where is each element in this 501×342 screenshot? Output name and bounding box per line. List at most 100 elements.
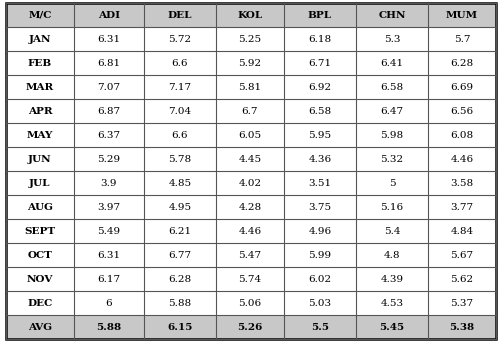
Text: 6.41: 6.41 [380, 58, 403, 67]
Text: 6.05: 6.05 [238, 131, 261, 140]
Bar [6, 51, 74, 75]
Bar [355, 315, 427, 339]
Text: 6.28: 6.28 [449, 58, 472, 67]
Bar [284, 3, 355, 27]
Text: 5.49: 5.49 [97, 226, 120, 236]
Bar [215, 99, 284, 123]
Text: 4.45: 4.45 [238, 155, 261, 163]
Bar [427, 243, 495, 267]
Bar [215, 123, 284, 147]
Bar [6, 99, 74, 123]
Bar [144, 51, 215, 75]
Bar [355, 51, 427, 75]
Bar [6, 219, 74, 243]
Text: 3.58: 3.58 [449, 179, 472, 187]
Bar [144, 243, 215, 267]
Bar [144, 219, 215, 243]
Bar [215, 51, 284, 75]
Bar [74, 315, 144, 339]
Text: 6.71: 6.71 [308, 58, 331, 67]
Bar [427, 147, 495, 171]
Bar [355, 147, 427, 171]
Bar [215, 171, 284, 195]
Text: MAY: MAY [27, 131, 53, 140]
Text: 5.88: 5.88 [168, 299, 191, 307]
Bar [144, 27, 215, 51]
Text: 4.95: 4.95 [168, 202, 191, 211]
Text: 4.46: 4.46 [238, 226, 261, 236]
Bar [74, 171, 144, 195]
Text: 6.6: 6.6 [171, 131, 188, 140]
Text: ADI: ADI [98, 11, 120, 19]
Text: JAN: JAN [29, 35, 51, 43]
Bar [355, 243, 427, 267]
Bar [6, 147, 74, 171]
Text: 4.53: 4.53 [380, 299, 403, 307]
Text: 5.06: 5.06 [238, 299, 261, 307]
Text: 4.39: 4.39 [380, 275, 403, 284]
Text: NOV: NOV [27, 275, 53, 284]
Bar [427, 219, 495, 243]
Text: 7.04: 7.04 [168, 106, 191, 116]
Bar [284, 123, 355, 147]
Text: 6.56: 6.56 [449, 106, 472, 116]
Bar [284, 147, 355, 171]
Text: 6.87: 6.87 [97, 106, 120, 116]
Bar [215, 315, 284, 339]
Bar [215, 147, 284, 171]
Bar [144, 99, 215, 123]
Bar [74, 219, 144, 243]
Text: 3.77: 3.77 [449, 202, 472, 211]
Text: 6.81: 6.81 [97, 58, 120, 67]
Bar [144, 3, 215, 27]
Bar [355, 195, 427, 219]
Bar [74, 75, 144, 99]
Text: 5.29: 5.29 [97, 155, 120, 163]
Text: 6: 6 [106, 299, 112, 307]
Text: 5.62: 5.62 [449, 275, 472, 284]
Bar [427, 123, 495, 147]
Text: 6.08: 6.08 [449, 131, 472, 140]
Text: 5.32: 5.32 [380, 155, 403, 163]
Bar [427, 315, 495, 339]
Bar [427, 75, 495, 99]
Bar [6, 243, 74, 267]
Bar [74, 291, 144, 315]
Text: 5.03: 5.03 [308, 299, 331, 307]
Text: 6.28: 6.28 [168, 275, 191, 284]
Bar [144, 315, 215, 339]
Text: AUG: AUG [27, 202, 53, 211]
Text: 5: 5 [388, 179, 394, 187]
Text: 4.8: 4.8 [383, 250, 399, 260]
Text: 4.46: 4.46 [449, 155, 472, 163]
Bar [74, 243, 144, 267]
Text: 5.78: 5.78 [168, 155, 191, 163]
Text: DEL: DEL [167, 11, 192, 19]
Bar [144, 123, 215, 147]
Bar [74, 195, 144, 219]
Bar [427, 195, 495, 219]
Bar [6, 315, 74, 339]
Text: 5.45: 5.45 [379, 323, 404, 331]
Text: 5.4: 5.4 [383, 226, 399, 236]
Bar [144, 147, 215, 171]
Text: 4.02: 4.02 [238, 179, 261, 187]
Bar [6, 291, 74, 315]
Text: DEC: DEC [28, 299, 53, 307]
Bar [427, 171, 495, 195]
Bar [215, 291, 284, 315]
Bar [215, 243, 284, 267]
Text: 5.98: 5.98 [380, 131, 403, 140]
Bar [284, 27, 355, 51]
Bar [215, 27, 284, 51]
Text: 6.92: 6.92 [308, 82, 331, 92]
Text: 6.18: 6.18 [308, 35, 331, 43]
Text: 6.69: 6.69 [449, 82, 472, 92]
Text: 6.21: 6.21 [168, 226, 191, 236]
Text: FEB: FEB [28, 58, 52, 67]
Bar [6, 267, 74, 291]
Text: OCT: OCT [28, 250, 52, 260]
Bar [355, 267, 427, 291]
Text: 3.9: 3.9 [101, 179, 117, 187]
Bar [74, 51, 144, 75]
